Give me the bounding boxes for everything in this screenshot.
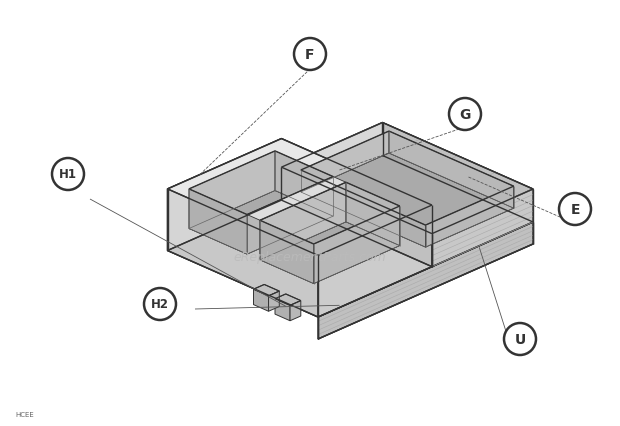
Polygon shape <box>167 139 432 256</box>
Polygon shape <box>301 154 513 248</box>
Polygon shape <box>281 139 432 267</box>
Polygon shape <box>167 190 318 317</box>
Polygon shape <box>189 191 333 255</box>
Polygon shape <box>260 222 400 284</box>
Polygon shape <box>301 170 425 248</box>
Circle shape <box>144 288 176 320</box>
Circle shape <box>294 39 326 71</box>
Text: eReplacementParts.com: eReplacementParts.com <box>234 251 386 264</box>
Polygon shape <box>425 187 513 248</box>
Circle shape <box>559 193 591 225</box>
Polygon shape <box>167 156 533 317</box>
Polygon shape <box>275 299 290 321</box>
Polygon shape <box>432 190 533 267</box>
Polygon shape <box>275 152 333 217</box>
Polygon shape <box>260 221 314 284</box>
Polygon shape <box>301 132 389 193</box>
Polygon shape <box>254 290 268 311</box>
Polygon shape <box>281 123 383 201</box>
Text: HCEE: HCEE <box>15 411 33 417</box>
Text: G: G <box>459 108 471 122</box>
Polygon shape <box>189 152 275 229</box>
Polygon shape <box>275 294 301 305</box>
Polygon shape <box>346 183 400 246</box>
Circle shape <box>52 158 84 190</box>
Polygon shape <box>167 139 281 251</box>
Polygon shape <box>318 222 533 339</box>
Polygon shape <box>247 177 346 221</box>
Polygon shape <box>268 291 279 311</box>
Circle shape <box>449 99 481 131</box>
Polygon shape <box>260 183 346 260</box>
Polygon shape <box>254 285 279 296</box>
Text: H2: H2 <box>151 298 169 311</box>
Text: U: U <box>515 332 526 346</box>
Polygon shape <box>290 301 301 321</box>
Polygon shape <box>318 206 432 317</box>
Polygon shape <box>281 123 533 234</box>
Polygon shape <box>314 207 400 284</box>
Text: E: E <box>570 202 580 216</box>
Polygon shape <box>389 132 513 209</box>
Circle shape <box>504 323 536 355</box>
Text: H1: H1 <box>59 168 77 181</box>
Polygon shape <box>189 190 247 255</box>
Text: F: F <box>305 48 315 62</box>
Polygon shape <box>383 123 533 222</box>
Polygon shape <box>247 177 333 255</box>
